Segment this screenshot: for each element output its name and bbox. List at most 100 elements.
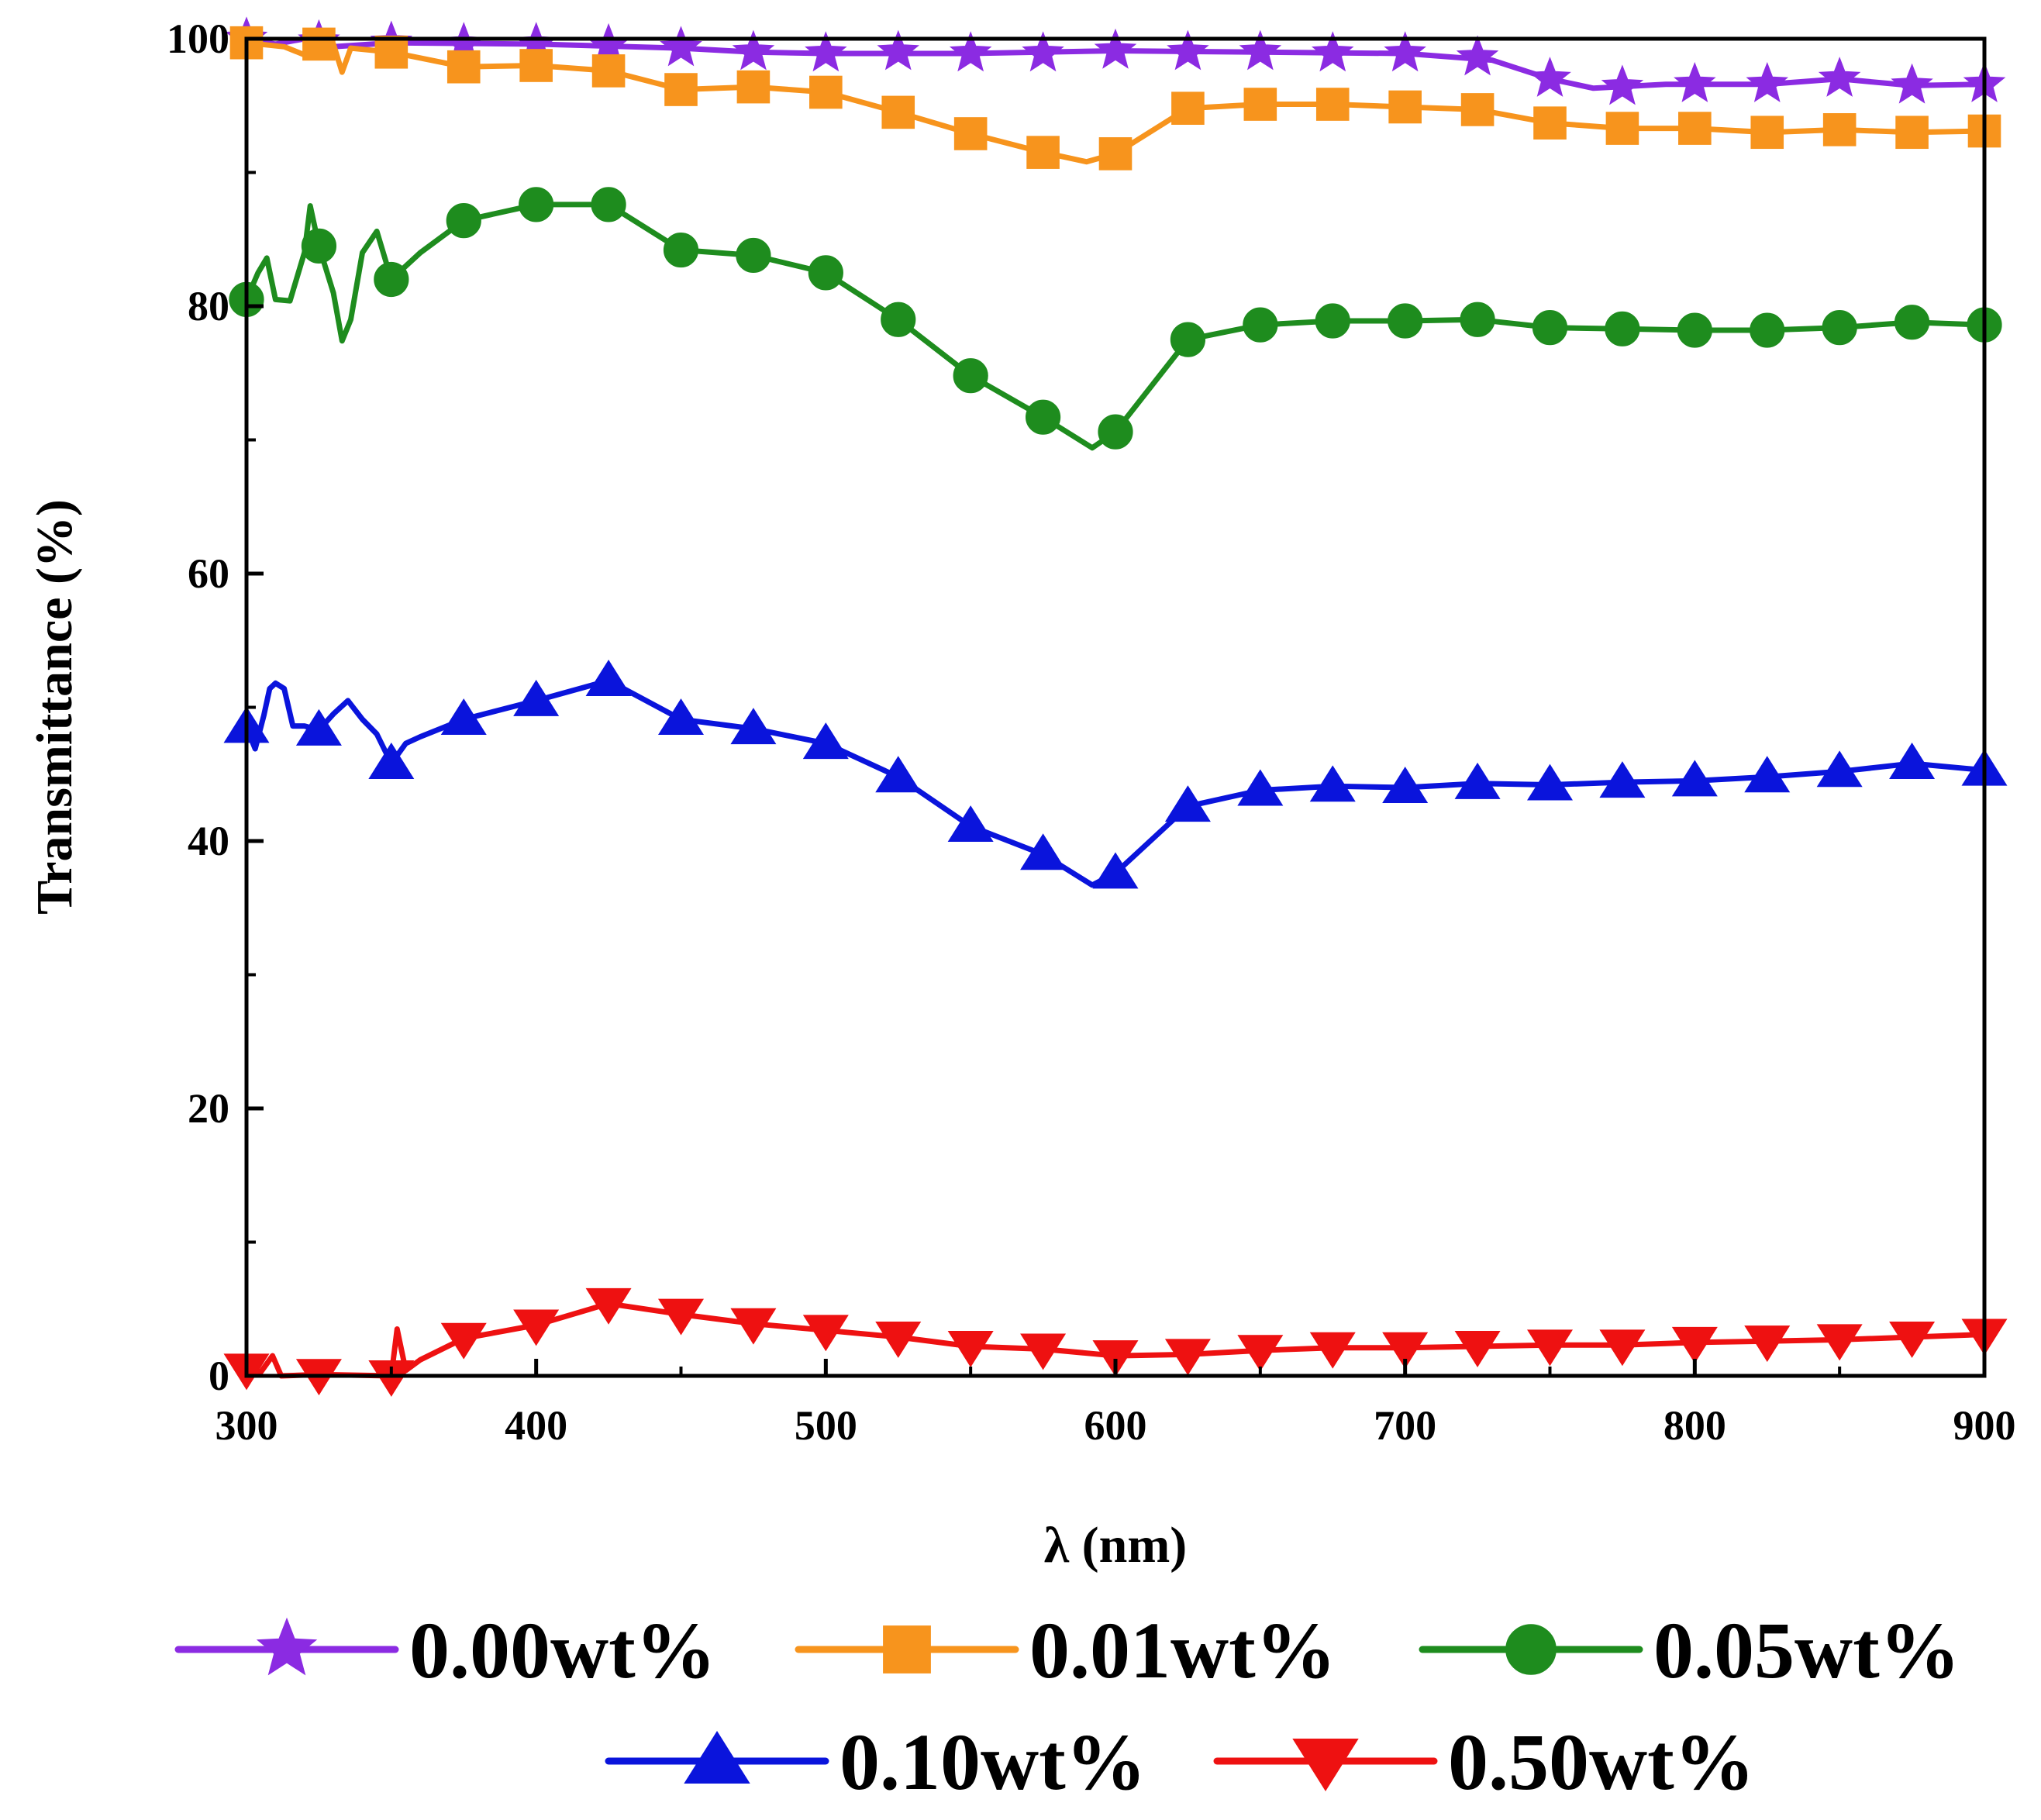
data-point (802, 722, 849, 760)
data-point (440, 1322, 487, 1360)
data-point (1098, 137, 1133, 171)
data-point (1092, 852, 1139, 889)
series-line (243, 202, 1988, 451)
y-tick-label: 80 (188, 283, 229, 329)
legend-label: 0.50wt% (1448, 1718, 1755, 1807)
y-tick-label: 40 (188, 818, 229, 864)
data-point (953, 358, 988, 394)
data-point (881, 302, 916, 337)
y-tick-label: 20 (188, 1085, 229, 1132)
data-point (1816, 1324, 1863, 1361)
data-point (1388, 90, 1422, 124)
data-point (1889, 1321, 1936, 1358)
series-0.50wt% (223, 1287, 2008, 1397)
data-point (1164, 1339, 1211, 1376)
data-point (1309, 1332, 1356, 1369)
data-point (730, 1308, 777, 1345)
data-point (591, 54, 626, 88)
data-point (1671, 760, 1718, 797)
data-point (1094, 28, 1137, 69)
data-point (1167, 29, 1209, 71)
data-point (1460, 302, 1495, 337)
legend-marker (1505, 1624, 1557, 1675)
data-point (1171, 91, 1205, 125)
legend-label: 0.05wt% (1653, 1606, 1960, 1695)
data-point (446, 203, 481, 239)
data-point (1382, 767, 1429, 803)
data-point (374, 35, 409, 69)
data-point (663, 232, 699, 268)
series-0.00wt% (225, 16, 2006, 105)
data-point (1388, 303, 1423, 339)
data-point (295, 708, 342, 746)
y-tick-label: 0 (209, 1353, 229, 1399)
data-point (1677, 312, 1712, 348)
data-point (1894, 305, 1930, 340)
legend-entry-0.01wt%: 0.01wt% (795, 1606, 1336, 1695)
legend-marker (1292, 1739, 1359, 1791)
data-point (1315, 88, 1350, 121)
data-point (660, 26, 702, 67)
data-point (1384, 31, 1426, 72)
data-point (1460, 93, 1495, 126)
data-point (1750, 312, 1785, 348)
data-point (1818, 57, 1861, 97)
data-point (1599, 761, 1646, 798)
data-point (368, 1360, 415, 1397)
data-point (1243, 88, 1277, 121)
data-point (1456, 35, 1499, 76)
data-point (446, 50, 481, 84)
x-tick-label: 700 (1374, 1402, 1436, 1449)
x-tick-label: 500 (795, 1402, 857, 1449)
data-point (1601, 64, 1644, 105)
data-point (301, 228, 337, 264)
data-point (1454, 762, 1501, 799)
x-tick-label: 900 (1953, 1402, 2016, 1449)
legend-entry-0.10wt%: 0.10wt% (605, 1718, 1146, 1807)
x-tick-label: 300 (215, 1402, 278, 1449)
data-point (877, 29, 920, 71)
data-point (513, 679, 560, 716)
data-point (1309, 765, 1356, 802)
x-axis: 300 400 500 600 700 800 900 (215, 1359, 2016, 1449)
data-point (730, 708, 777, 745)
data-point (1526, 764, 1574, 801)
data-point (805, 31, 847, 72)
data-point (808, 255, 843, 291)
legend-entry-0.05wt%: 0.05wt% (1419, 1606, 1960, 1695)
data-point (1889, 743, 1936, 779)
data-point (519, 49, 553, 82)
series-0.10wt% (223, 660, 2008, 889)
data-point (374, 261, 409, 298)
data-point (947, 805, 994, 843)
data-point (802, 1315, 849, 1352)
data-point (1605, 112, 1639, 145)
data-point (732, 29, 775, 71)
data-point (1022, 31, 1064, 72)
x-tick-label: 400 (505, 1402, 567, 1449)
legend-label: 0.01wt% (1029, 1606, 1336, 1695)
data-point (591, 187, 626, 222)
plot-content (223, 16, 2008, 1397)
x-tick-label: 800 (1663, 1402, 1726, 1449)
y-axis: 0 20 40 60 80 100 (167, 16, 264, 1399)
data-point (1529, 57, 1571, 97)
data-point (1599, 1329, 1646, 1367)
data-point (1237, 1335, 1284, 1372)
y-axis-title: Transmittance (%) (26, 499, 83, 915)
series-0.05wt% (229, 187, 2002, 451)
data-point (664, 73, 698, 106)
data-point (657, 1298, 705, 1336)
data-point (519, 187, 554, 222)
legend-entry-0.00wt%: 0.00wt% (174, 1606, 716, 1695)
data-point (1533, 106, 1567, 140)
x-axis-title: λ (nm) (1044, 1517, 1188, 1574)
data-point (1822, 113, 1857, 146)
data-point (1239, 29, 1282, 71)
y-tick-label: 100 (167, 16, 229, 62)
x-tick-label: 600 (1084, 1402, 1147, 1449)
data-point (585, 660, 632, 696)
data-point (1025, 399, 1061, 435)
data-point (1454, 1331, 1501, 1367)
